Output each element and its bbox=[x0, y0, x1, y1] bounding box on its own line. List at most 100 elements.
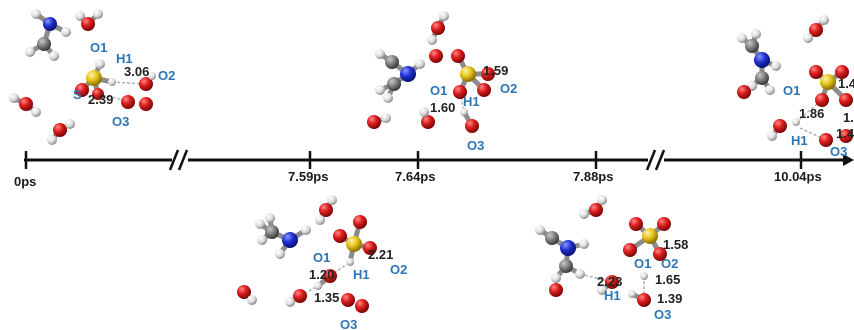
hydrogen-atom bbox=[9, 93, 19, 103]
distance-label: 1.4 bbox=[838, 76, 854, 91]
oxygen-atom bbox=[451, 49, 465, 63]
hydrogen-atom bbox=[771, 61, 781, 71]
distance-label: 1.58 bbox=[663, 237, 688, 252]
axis-break-mark bbox=[168, 149, 189, 171]
oxygen-atom bbox=[481, 67, 495, 81]
snapshot-7.64ps: O1 H1 O2 O3 1.59 1.60 bbox=[367, 11, 517, 153]
atom-label: O2 bbox=[158, 68, 175, 83]
atom-label: O3 bbox=[340, 317, 357, 330]
oxygen-atom bbox=[92, 88, 104, 100]
hydrogen-atom bbox=[765, 85, 775, 95]
oxygen-atom bbox=[629, 217, 643, 231]
hydrogen-atom bbox=[381, 113, 391, 123]
tick-label: 7.88ps bbox=[573, 169, 613, 184]
oxygen-atom bbox=[839, 93, 853, 107]
carbon-atom bbox=[385, 55, 399, 69]
hydrogen-atom bbox=[383, 93, 393, 103]
atom-label: O3 bbox=[654, 307, 671, 322]
oxygen-atom bbox=[589, 203, 603, 217]
hydrogen-atom bbox=[31, 107, 41, 117]
atom-label: O2 bbox=[500, 81, 517, 96]
oxygen-atom bbox=[819, 133, 833, 147]
oxygen-atom bbox=[815, 93, 829, 107]
carbon-atom bbox=[755, 71, 769, 85]
distance-label: 1. bbox=[843, 110, 854, 125]
oxygen-atom bbox=[453, 85, 467, 99]
oxygen-atom bbox=[477, 83, 491, 97]
distance-label: 1.35 bbox=[314, 290, 339, 305]
hydrogen-atom bbox=[819, 15, 829, 25]
carbon-atom bbox=[37, 37, 51, 51]
oxygen-atom bbox=[773, 119, 787, 133]
hydrogen-atom bbox=[597, 285, 607, 295]
oxygen-atom bbox=[367, 115, 381, 129]
hydrogen-atom bbox=[579, 209, 589, 219]
distance-label: 3.06 bbox=[124, 64, 149, 79]
oxygen-atom bbox=[237, 285, 251, 299]
hydrogen-atom bbox=[751, 29, 761, 39]
atom-label: S bbox=[73, 87, 82, 102]
oxygen-atom bbox=[809, 23, 823, 37]
oxygen-atom bbox=[835, 65, 849, 79]
oxygen-atom bbox=[353, 215, 367, 229]
hydrogen-atom bbox=[575, 269, 585, 279]
hydrogen-atom bbox=[93, 9, 103, 19]
hydrogen-atom bbox=[247, 295, 257, 305]
oxygen-atom bbox=[75, 83, 89, 97]
hydrogen-atom bbox=[265, 213, 275, 223]
distance-label: 1.86 bbox=[799, 106, 824, 121]
hydrogen-atom bbox=[148, 72, 156, 80]
nitrogen-atom bbox=[43, 17, 57, 31]
atom-label: O1 bbox=[430, 83, 447, 98]
nitrogen-atom bbox=[400, 66, 416, 82]
oxygen-atom bbox=[53, 123, 67, 137]
oxygen-atom bbox=[81, 17, 95, 31]
oxygen-atom bbox=[355, 299, 369, 313]
hydrogen-atom bbox=[551, 273, 561, 283]
hydrogen-atom bbox=[427, 35, 437, 45]
carbon-atom bbox=[559, 259, 573, 273]
tick-label: 10.04ps bbox=[774, 169, 822, 184]
distance-label: 2.21 bbox=[368, 247, 393, 262]
hydrogen-atom bbox=[47, 135, 57, 145]
oxygen-atom bbox=[839, 129, 853, 143]
hydrogen-atom bbox=[275, 249, 285, 259]
hydrogen-atom bbox=[415, 59, 425, 69]
nitrogen-atom bbox=[282, 232, 298, 248]
hydrogen-atom bbox=[65, 119, 75, 129]
hydrogen-atom bbox=[61, 27, 71, 37]
distance-label: 1.39 bbox=[657, 291, 682, 306]
hydrogen-atom bbox=[31, 9, 41, 19]
snapshot-7.59ps: O1 H1 O2 O3 2.21 1.20 1.35 bbox=[237, 195, 407, 330]
oxygen-atom bbox=[421, 115, 435, 129]
hydrogen-atom bbox=[419, 107, 429, 117]
hydrogen-atom bbox=[628, 290, 636, 298]
timeline-arrowhead bbox=[843, 154, 854, 166]
hydrogen-atom bbox=[314, 282, 322, 290]
oxygen-atom bbox=[139, 97, 153, 111]
oxygen-atom bbox=[653, 247, 667, 261]
axis-break-mark bbox=[645, 149, 666, 171]
hydrogen-atom bbox=[535, 225, 545, 235]
oxygen-atom bbox=[809, 65, 823, 79]
oxygen-atom bbox=[657, 217, 671, 231]
snapshot-7.88ps: O1 H1 O2 O3 1.58 2.23 1.65 1.39 bbox=[535, 195, 688, 322]
atom-label: H1 bbox=[116, 51, 133, 66]
hydrogen-atom bbox=[767, 131, 777, 141]
atom-label: O1 bbox=[313, 250, 330, 265]
hydrogen-atom bbox=[255, 219, 265, 229]
oxygen-atom bbox=[341, 293, 355, 307]
hydrogen-atom bbox=[327, 195, 337, 205]
tick-label: 7.64ps bbox=[395, 169, 435, 184]
atom-label: O1 bbox=[634, 256, 651, 271]
hydrogen-atom bbox=[640, 272, 648, 280]
carbon-atom bbox=[265, 225, 279, 239]
hydrogen-atom bbox=[439, 11, 449, 21]
oxygen-atom bbox=[623, 243, 637, 257]
distance-label: 2.23 bbox=[597, 274, 622, 289]
atom-label: H1 bbox=[791, 133, 808, 148]
hydrogen-atom bbox=[579, 239, 589, 249]
hydrogen-atom bbox=[792, 118, 800, 126]
sulfur-atom bbox=[642, 228, 658, 244]
